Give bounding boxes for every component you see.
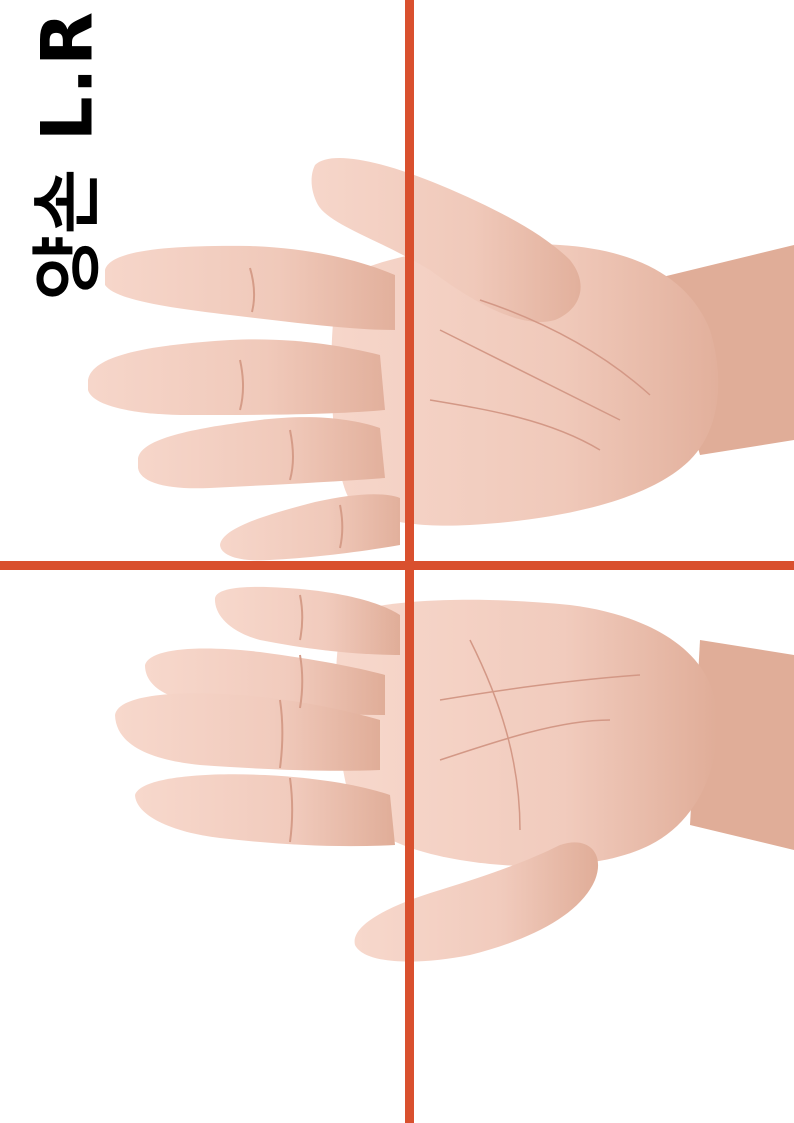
horizontal-guide-line [0, 561, 794, 570]
lower-hand-icon [115, 586, 794, 962]
upper-hand-icon [88, 157, 794, 561]
